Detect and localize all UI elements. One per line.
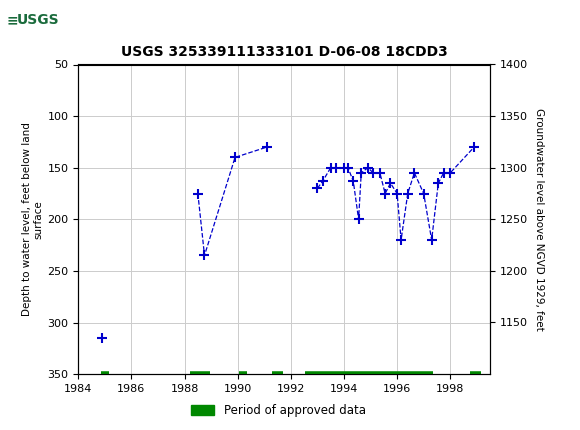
Legend: Period of approved data: Period of approved data: [186, 399, 371, 422]
Y-axis label: Depth to water level, feet below land
surface: Depth to water level, feet below land su…: [21, 123, 44, 316]
Text: ≡: ≡: [7, 13, 19, 28]
Y-axis label: Groundwater level above NGVD 1929, feet: Groundwater level above NGVD 1929, feet: [534, 108, 543, 331]
FancyBboxPatch shape: [3, 3, 72, 37]
Text: USGS: USGS: [16, 13, 59, 28]
Title: USGS 325339111333101 D-06-08 18CDD3: USGS 325339111333101 D-06-08 18CDD3: [121, 45, 448, 59]
